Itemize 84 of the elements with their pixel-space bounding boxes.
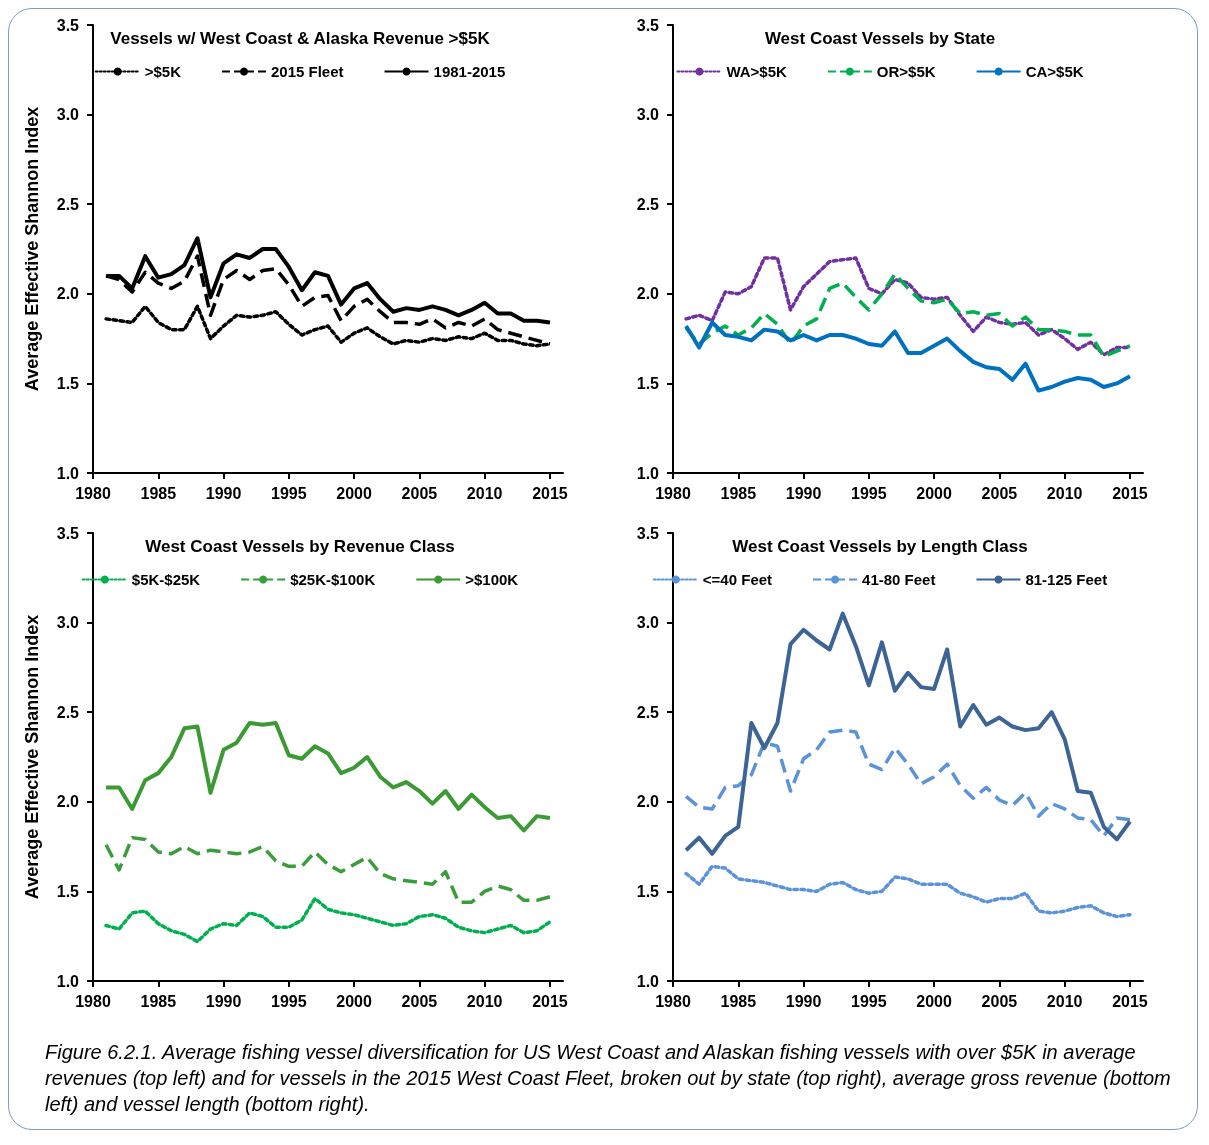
x-tick-label: 1985 bbox=[720, 484, 757, 502]
y-tick-label: 2.0 bbox=[636, 285, 660, 303]
y-tick-label: 2.0 bbox=[56, 285, 80, 303]
x-tick-label: 2010 bbox=[466, 992, 503, 1010]
line-series bbox=[104, 896, 552, 944]
y-tick-label: 2.5 bbox=[56, 195, 80, 213]
y-tick-label: 3.0 bbox=[636, 106, 660, 124]
y-axis-title: Average Effective Shannon Index bbox=[22, 106, 42, 392]
y-tick-label: 3.0 bbox=[56, 106, 80, 124]
y-tick-label: 3.0 bbox=[56, 614, 80, 632]
legend-label: 2015 Fleet bbox=[271, 63, 344, 80]
y-tick-label: 3.5 bbox=[56, 524, 80, 542]
y-tick-label: 3.5 bbox=[636, 524, 660, 542]
caption: Figure 6.2.1. Average fishing vessel diversification for US West Coast and Alaskan fishing vessels with over $5K in average revenues (top left) and for vessels in the 2015 West Coast Fleet, broken out by state (top right), average gross revenue (bottom left) and vessel length (bottom right). bbox=[45, 1040, 1172, 1117]
x-tick-label: 1995 bbox=[851, 992, 887, 1010]
y-tick-label: 1.5 bbox=[636, 374, 660, 392]
x-tick-label: 2000 bbox=[916, 484, 953, 502]
line-series bbox=[104, 720, 552, 833]
line-series bbox=[684, 256, 1132, 357]
y-tick-label: 3.5 bbox=[636, 16, 660, 34]
y-tick-label: 1.0 bbox=[636, 972, 660, 990]
line-series bbox=[684, 611, 1132, 856]
legend-label: 41-80 Feet bbox=[862, 571, 936, 588]
y-tick-label: 2.5 bbox=[56, 703, 80, 721]
line-series bbox=[104, 835, 552, 904]
x-tick-label: 1990 bbox=[205, 992, 242, 1010]
y-tick-label: 2.5 bbox=[636, 195, 660, 213]
line-series bbox=[684, 272, 1132, 359]
x-tick-label: 2000 bbox=[916, 992, 953, 1010]
x-tick-label: 2010 bbox=[466, 484, 503, 502]
line-series bbox=[684, 320, 1132, 393]
legend-label: CA>$5K bbox=[1025, 63, 1084, 80]
x-tick-label: 2000 bbox=[336, 992, 373, 1010]
x-tick-label: 1980 bbox=[75, 484, 111, 502]
x-tick-label: 1995 bbox=[271, 992, 307, 1010]
x-tick-label: 2005 bbox=[401, 484, 438, 502]
x-tick-label: 1980 bbox=[75, 992, 111, 1010]
chart-title: West Coast Vessels by Length Class bbox=[732, 537, 1028, 556]
legend-label: WA>$5K bbox=[726, 63, 788, 80]
x-tick-label: 1995 bbox=[271, 484, 307, 502]
x-tick-label: 2005 bbox=[981, 484, 1018, 502]
y-tick-label: 1.0 bbox=[56, 464, 80, 482]
legend-label: OR>$5K bbox=[876, 63, 936, 80]
x-tick-label: 1990 bbox=[785, 484, 822, 502]
x-tick-label: 1985 bbox=[720, 992, 757, 1010]
legend-label: $5K-$25K bbox=[131, 571, 201, 588]
x-tick-label: 2015 bbox=[532, 992, 568, 1010]
y-tick-label: 1.0 bbox=[636, 464, 660, 482]
y-tick-label: 3.5 bbox=[56, 16, 80, 34]
x-tick-label: 2005 bbox=[981, 992, 1018, 1010]
y-tick-label: 1.5 bbox=[636, 882, 660, 900]
x-tick-label: 2015 bbox=[1112, 484, 1148, 502]
y-tick-label: 1.5 bbox=[56, 882, 80, 900]
x-tick-label: 1980 bbox=[655, 992, 691, 1010]
x-tick-label: 1990 bbox=[785, 992, 822, 1010]
x-tick-label: 1985 bbox=[140, 484, 177, 502]
x-tick-label: 1985 bbox=[140, 992, 177, 1010]
x-tick-label: 1980 bbox=[655, 484, 691, 502]
legend-label: $25K-$100K bbox=[290, 571, 376, 588]
x-tick-label: 1990 bbox=[205, 484, 242, 502]
chart-title: West Coast Vessels by State bbox=[764, 29, 996, 48]
chart-title: West Coast Vessels by Revenue Class bbox=[145, 537, 455, 556]
x-tick-label: 2010 bbox=[1046, 992, 1083, 1010]
legend-label: 81-125 Feet bbox=[1025, 571, 1108, 588]
y-tick-label: 3.0 bbox=[636, 614, 660, 632]
x-tick-label: 2010 bbox=[1046, 484, 1083, 502]
y-tick-label: 1.5 bbox=[56, 374, 80, 392]
legend-label: >$100K bbox=[465, 571, 519, 588]
x-tick-label: 2000 bbox=[336, 484, 373, 502]
x-tick-label: 1995 bbox=[851, 484, 887, 502]
y-tick-label: 2.5 bbox=[636, 703, 660, 721]
y-tick-label: 2.0 bbox=[56, 793, 80, 811]
x-tick-label: 2015 bbox=[1112, 992, 1148, 1010]
legend-label: >$5K bbox=[144, 63, 182, 80]
x-tick-label: 2015 bbox=[532, 484, 568, 502]
legend-label: <=40 Feet bbox=[702, 571, 773, 588]
line-series bbox=[684, 728, 1132, 838]
x-tick-label: 2005 bbox=[401, 992, 438, 1010]
y-axis-title: Average Effective Shannon Index bbox=[22, 614, 42, 900]
legend-label: 1981-2015 bbox=[433, 63, 506, 80]
chart-title: Vessels w/ West Coast & Alaska Revenue >$5K bbox=[110, 29, 491, 48]
y-tick-label: 2.0 bbox=[636, 793, 660, 811]
y-tick-label: 1.0 bbox=[56, 972, 80, 990]
line-series bbox=[684, 864, 1132, 919]
